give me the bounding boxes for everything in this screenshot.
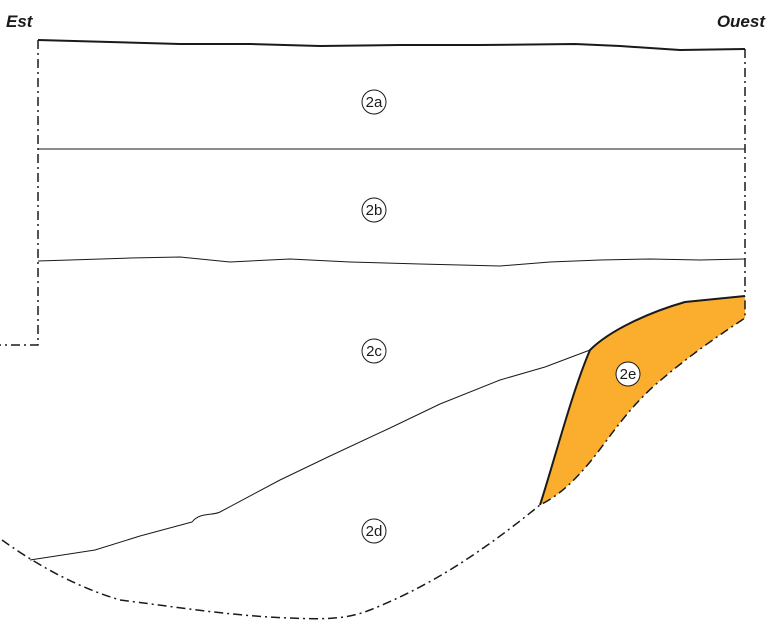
- top-surface-line: [37, 39, 746, 51]
- left-wall-boundary: [0, 40, 39, 346]
- zone-label-2e: 2e: [615, 361, 641, 387]
- zone-label-2a: 2a: [361, 89, 387, 115]
- zone-marker-2a: [361, 89, 387, 115]
- zone-marker-2d: [361, 518, 387, 544]
- zone-marker-2c: [361, 338, 387, 364]
- zone-label-2b: 2b: [361, 197, 387, 223]
- zone-label-2d: 2d: [361, 518, 387, 544]
- boundary-2c-2d: [29, 349, 591, 561]
- orientation-east-label: Est: [6, 12, 34, 31]
- zone-2e-fill: [540, 296, 745, 505]
- zone-label-2c-text: 2c: [366, 343, 382, 360]
- zone-label-2e-text: 2e: [620, 366, 637, 383]
- zone-label-2b-text: 2b: [366, 202, 383, 219]
- zone-marker-2e: [615, 361, 641, 387]
- zone-label-2d-text: 2d: [366, 523, 383, 540]
- zone-marker-2b: [361, 197, 387, 223]
- boundary-2b-2c: [37, 256, 746, 267]
- zone-label-2a-text: 2a: [366, 94, 383, 111]
- orientation-west-label: Ouest: [717, 12, 767, 31]
- zone-2e-outline: [539, 295, 746, 506]
- zone-label-2c: 2c: [361, 338, 387, 364]
